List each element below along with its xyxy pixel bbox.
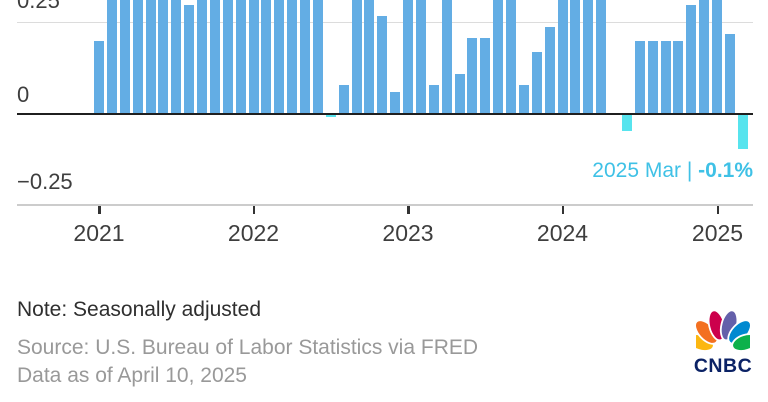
data-as-of-text: Data as of April 10, 2025 (17, 364, 247, 387)
bar-2022-03 (274, 0, 285, 114)
bar-2024-02 (570, 0, 581, 114)
bar-2021-09 (197, 0, 207, 114)
bar-2022-01 (248, 0, 259, 114)
bar-2022-04 (287, 0, 298, 114)
bar-2023-05 (454, 73, 465, 114)
x-axis-label-2024: 2024 (536, 220, 589, 246)
bar-2021-10 (209, 0, 220, 114)
bar-2022-02 (261, 0, 272, 114)
bar-2024-10 (673, 41, 684, 114)
bar-2024-09 (660, 41, 671, 114)
x-axis-label-2023: 2023 (382, 220, 434, 246)
bar-2023-11 (531, 52, 542, 114)
x-tick-2025 (716, 205, 719, 214)
bar-2023-03 (428, 84, 439, 114)
bar-2021-12 (235, 0, 246, 114)
bar-2021-06 (158, 0, 169, 114)
bar-2021-08 (184, 4, 195, 114)
bar-2025-02 (724, 33, 735, 114)
bar-2023-02 (415, 0, 426, 114)
y-axis-label-025: 0.25 (17, 0, 60, 13)
cnbc-peacock-icon (686, 309, 760, 352)
bar-2024-08 (647, 41, 658, 114)
bar-2023-08 (493, 0, 504, 114)
cnbc-wordmark: CNBC (693, 355, 753, 377)
bar-2023-01 (403, 0, 413, 114)
bar-2022-09 (351, 0, 362, 114)
zero-axis-line (17, 112, 753, 116)
x-axis-label-2021: 2021 (73, 220, 125, 246)
annotation-value: -0.1% (698, 159, 753, 182)
x-axis-line (17, 204, 753, 206)
cpi-bar-chart: 0.25 0 (17, 0, 753, 150)
bar-2023-06 (467, 37, 478, 114)
bar-2021-03 (119, 0, 130, 114)
note-text: Note: Seasonally adjusted (17, 298, 261, 321)
bar-2021-01 (94, 41, 104, 114)
bar-2025-01 (712, 0, 722, 114)
bar-2022-10 (364, 0, 375, 114)
bar-2022-12 (390, 92, 401, 114)
bar-2024-04 (596, 0, 607, 114)
cnbc-logo: CNBC (686, 308, 760, 378)
last-point-annotation: 2025 Mar | -0.1% (592, 159, 753, 183)
bar-2024-11 (686, 4, 697, 114)
bar-2024-03 (583, 0, 594, 114)
bar-2024-06 (621, 113, 632, 132)
bar-2022-08 (338, 84, 349, 114)
x-axis-label-2025: 2025 (691, 220, 744, 246)
bar-2025-03 (737, 113, 748, 150)
bar-2023-12 (544, 26, 555, 114)
bar-2021-05 (145, 0, 156, 114)
x-tick-2021 (98, 205, 101, 214)
bar-2021-07 (171, 0, 182, 114)
x-axis-label-2022: 2022 (227, 220, 280, 246)
bar-2022-05 (300, 0, 310, 114)
x-tick-2022 (252, 205, 255, 214)
bar-2023-09 (506, 0, 516, 114)
annotation-date: 2025 Mar | (592, 159, 699, 182)
bar-2024-07 (634, 41, 645, 114)
y-axis-label-0: 0 (17, 82, 30, 107)
source-text: Source: U.S. Bureau of Labor Statistics … (17, 336, 479, 359)
bar-2021-04 (132, 0, 143, 114)
y-axis-label-neg025: −0.25 (17, 169, 73, 194)
bar-2022-11 (377, 15, 388, 114)
bar-2023-10 (518, 84, 529, 114)
bar-2023-04 (441, 0, 452, 114)
bar-2024-12 (699, 0, 710, 114)
x-tick-2023 (407, 205, 410, 214)
bar-2024-01 (557, 0, 568, 114)
bar-2023-07 (480, 37, 491, 114)
bar-2021-11 (222, 0, 233, 114)
x-tick-2024 (561, 205, 564, 214)
bar-2022-06 (312, 0, 323, 114)
bar-2021-02 (106, 0, 117, 114)
